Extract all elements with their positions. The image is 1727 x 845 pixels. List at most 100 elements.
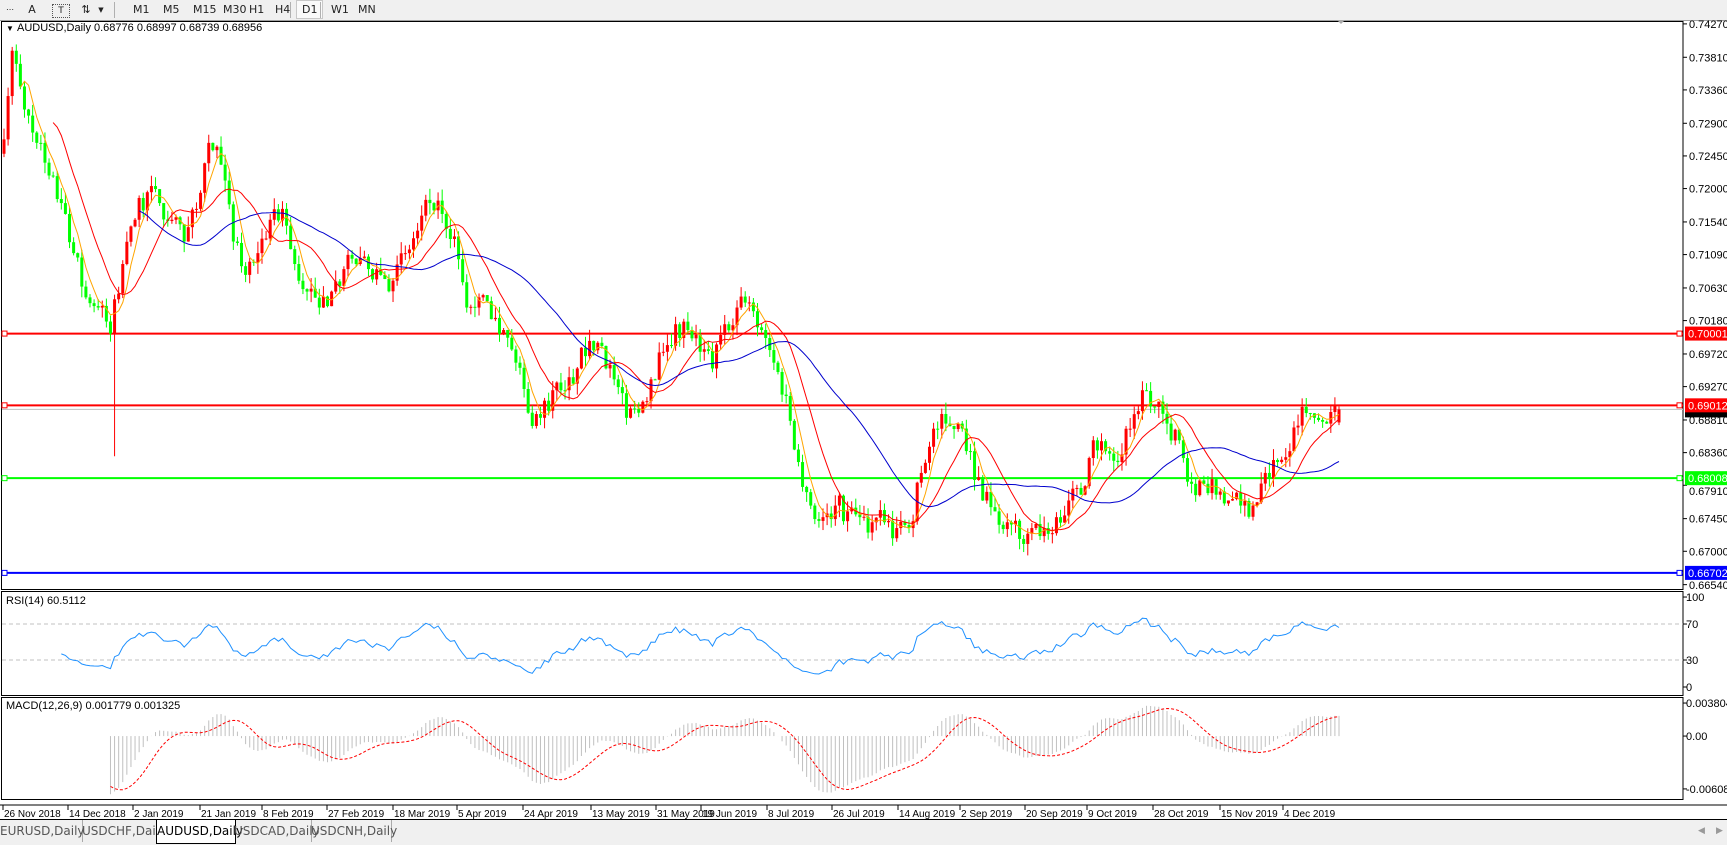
price-tick-label: 0.74270	[1689, 20, 1727, 31]
candle-body	[1255, 502, 1259, 506]
tab-usdcad[interactable]: USDCAD,Daily	[234, 820, 320, 842]
candle-body	[1304, 406, 1308, 414]
candle-body	[420, 215, 424, 231]
candle-body	[870, 522, 874, 533]
timeframe-h4[interactable]: H4	[275, 3, 291, 16]
candle-body	[465, 282, 469, 308]
tab-scroll-right-icon[interactable]: ▶	[1716, 826, 1723, 836]
candle-body	[1169, 423, 1173, 441]
candle-body	[952, 426, 956, 430]
candle-body	[694, 334, 698, 339]
timeframe-d1[interactable]: D1	[296, 0, 324, 19]
line-handle-right[interactable]	[1676, 330, 1683, 337]
text-tool[interactable]: A	[28, 3, 36, 16]
price-tick-label: 0.73360	[1689, 85, 1727, 97]
candle-body	[1124, 428, 1128, 455]
candle-body	[760, 327, 764, 331]
tab-audusd[interactable]: AUDUSD,Daily	[156, 820, 243, 844]
time-tick-label: 14 Dec 2018	[69, 809, 126, 819]
line-handle-right[interactable]	[1676, 475, 1683, 482]
current-price-label-bg	[1685, 411, 1727, 418]
timeframe-m5[interactable]: M5	[163, 3, 180, 16]
candle-body	[104, 305, 108, 322]
candle-body	[88, 297, 92, 304]
line-handle-left[interactable]	[1, 569, 8, 576]
candle-body	[1099, 441, 1103, 451]
candle-body	[1083, 486, 1087, 495]
candle-body	[272, 209, 276, 220]
candle-body	[403, 253, 407, 255]
candle-body	[1235, 492, 1239, 500]
candle-body	[1079, 487, 1083, 495]
candle-body	[829, 513, 833, 520]
line-handle-left[interactable]	[1, 330, 8, 337]
candle-body	[424, 199, 428, 216]
tab-usdcnh[interactable]: USDCNH,Daily	[311, 820, 397, 842]
candle-body	[113, 299, 117, 334]
line-handle-right[interactable]	[1676, 402, 1683, 409]
price-tick-label: 0.68810	[1689, 415, 1727, 427]
period-separator-tool[interactable]: ⋯	[6, 5, 14, 14]
timeframe-m30[interactable]: M30	[223, 3, 247, 16]
price-tick-label: 0.67000	[1689, 546, 1727, 558]
candle-body	[887, 520, 891, 523]
candle-body	[1263, 472, 1267, 484]
candle-body	[776, 362, 780, 372]
arrows-tool[interactable]: ⇅	[81, 3, 91, 16]
candle-body	[84, 286, 88, 298]
tab-eurusd[interactable]: EURUSD,Daily	[0, 820, 85, 842]
timeframe-m1[interactable]: M1	[133, 3, 150, 16]
candle-body	[1239, 492, 1243, 506]
line-handle-right[interactable]	[1676, 569, 1683, 576]
time-tick-label: 2 Sep 2019	[961, 809, 1013, 819]
candle-body	[55, 176, 59, 200]
candle-body	[1206, 483, 1210, 494]
chart-window[interactable]: 0.74270 0.73810 0.73360 0.72900 0.72450 0.720…	[0, 20, 1727, 819]
candle-body	[407, 249, 411, 254]
time-tick-label: 20 Sep 2019	[1026, 809, 1083, 819]
panel-rsi	[1, 591, 1684, 696]
price-tick-label: 0.72450	[1689, 151, 1727, 163]
candle-body	[92, 303, 96, 307]
candle-body	[133, 219, 137, 227]
candle-body	[334, 281, 338, 292]
candle-body	[1046, 528, 1050, 534]
line-handle-left[interactable]	[1, 402, 8, 409]
dropdown-arrow-icon[interactable]: ▼	[98, 6, 104, 14]
moving-average-line	[52, 122, 1340, 532]
candle-body	[96, 306, 100, 308]
candle-body	[891, 520, 895, 539]
candle-body	[796, 449, 800, 463]
candle-body	[1112, 453, 1116, 461]
candle-body	[600, 342, 604, 346]
tab-usdchf[interactable]: USDCHF,Daily	[82, 820, 166, 842]
candle-body	[706, 349, 710, 351]
time-tick-label: 31 May 2019	[657, 809, 715, 819]
timeframe-w1[interactable]: W1	[331, 3, 349, 16]
candle-body	[170, 219, 174, 222]
timeframe-h1[interactable]: H1	[249, 3, 265, 16]
candle-body	[1153, 406, 1157, 408]
candle-body	[412, 238, 416, 250]
time-tick-label: 27 Feb 2019	[328, 809, 385, 819]
candle-body	[1087, 458, 1091, 487]
candle-body	[244, 266, 248, 275]
shift-marker-icon[interactable]	[1337, 20, 1345, 24]
timeframe-m15[interactable]: M15	[193, 3, 217, 16]
candle-body	[993, 507, 997, 512]
timeframe-mn[interactable]: MN	[358, 3, 376, 16]
candle-body	[452, 236, 456, 240]
tab-scroll-left-icon[interactable]: ◀	[1698, 826, 1705, 836]
line-handle-left[interactable]	[1, 475, 8, 482]
candle-body	[899, 521, 903, 529]
candle-body	[1075, 487, 1079, 489]
toolbar-separator	[290, 2, 291, 18]
time-tick-label: 9 Oct 2019	[1088, 809, 1137, 819]
text-label-tool[interactable]: T	[52, 4, 70, 18]
candle-body	[481, 295, 485, 298]
candle-body	[772, 350, 776, 363]
candle-body	[1120, 454, 1124, 463]
candle-body	[764, 330, 768, 339]
candle-body	[731, 325, 735, 331]
candle-body	[862, 516, 866, 518]
